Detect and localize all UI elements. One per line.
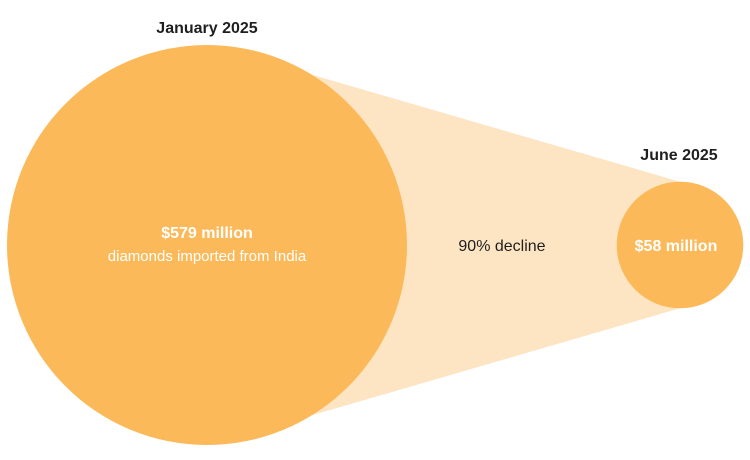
decline-label: 90% decline: [458, 238, 545, 255]
description-label-january-2025: diamonds imported from India: [108, 248, 307, 265]
period-label-june-2025: June 2025: [640, 147, 717, 164]
period-label-january-2025: January 2025: [156, 20, 258, 37]
circle-january-2025: [7, 45, 407, 445]
value-label-june-2025: $58 million: [635, 238, 718, 255]
circle-june-2025: [616, 181, 744, 309]
value-label-january-2025: $579 million: [161, 225, 253, 242]
